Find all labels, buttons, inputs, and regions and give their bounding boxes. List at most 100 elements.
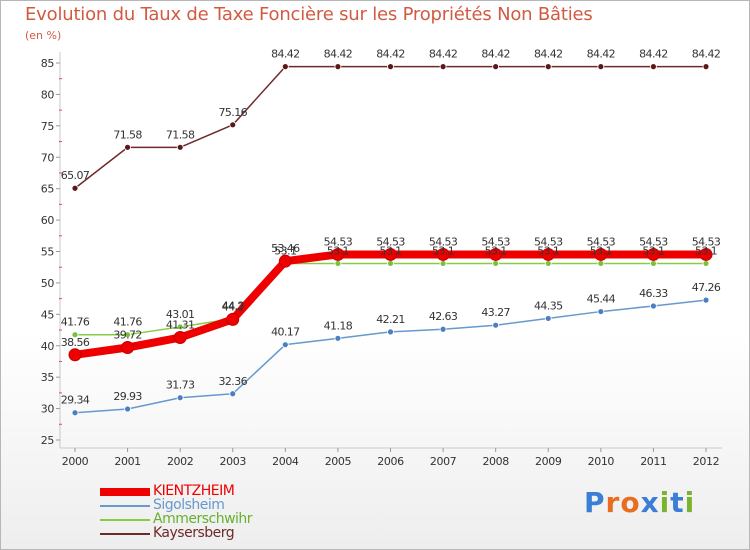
data-label-kaysersberg: 71.58 [113, 128, 142, 141]
data-label-ammerschwihr: 53.1 [485, 244, 507, 257]
logo-letter: r [605, 486, 621, 519]
data-point-kientzheim [226, 312, 240, 326]
data-point-kientzheim [594, 247, 608, 261]
data-point-ammerschwihr [492, 260, 500, 267]
data-label-kientzheim: 53.46 [271, 242, 300, 255]
data-point-kaysersberg [702, 63, 710, 71]
data-point-ammerschwihr [439, 260, 447, 267]
data-point-ammerschwihr [124, 331, 131, 339]
data-label-kaysersberg: 84.42 [692, 48, 721, 61]
y-tick-label: 60 [41, 214, 55, 227]
data-point-sigolsheim [387, 328, 394, 336]
y-tick-label: 70 [41, 151, 55, 164]
data-point-sigolsheim [281, 341, 289, 349]
data-label-kientzheim: 54.53 [587, 235, 616, 248]
data-label-sigolsheim: 32.36 [219, 375, 248, 388]
data-point-sigolsheim [71, 409, 79, 417]
data-label-kaysersberg: 75.16 [219, 106, 248, 119]
x-tick-label: 2006 [377, 455, 404, 468]
x-tick-label: 2004 [272, 455, 299, 468]
data-label-ammerschwihr: 53.1 [590, 244, 612, 257]
data-label-kientzheim: 41.31 [166, 319, 195, 332]
data-label-kientzheim: 54.53 [692, 235, 721, 248]
data-labels: 65.07 71.58 71.58 75.16 84.42 84.42 84.42 84.42… [61, 48, 722, 407]
data-point-kaysersberg [229, 121, 237, 129]
data-label-kaysersberg: 65.07 [61, 169, 90, 182]
legend-swatch-kaysersberg [100, 533, 150, 535]
data-point-sigolsheim [650, 302, 657, 310]
data-label-sigolsheim: 31.73 [166, 379, 195, 392]
data-label-sigolsheim: 46.33 [639, 287, 668, 300]
data-point-sigolsheim [229, 390, 237, 398]
data-label-ammerschwihr: 53.1 [379, 244, 401, 257]
data-label-kaysersberg: 84.42 [324, 48, 353, 61]
data-point-ammerschwihr [71, 331, 79, 339]
data-label-kientzheim: 54.53 [376, 235, 405, 248]
data-point-sigolsheim [492, 321, 500, 329]
x-tick-label: 2007 [430, 455, 457, 468]
data-label-sigolsheim: 45.44 [587, 293, 616, 306]
data-label-kientzheim: 44.2 [222, 300, 244, 313]
data-point-kientzheim [278, 254, 292, 268]
data-label-ammerschwihr: 44.3 [222, 300, 245, 313]
y-axis-unit-label: (en %) [25, 29, 62, 42]
data-point-ammerschwihr [597, 260, 605, 267]
y-tick-label: 85 [41, 57, 55, 70]
logo-letter: x [640, 486, 660, 519]
data-point-kientzheim [436, 247, 450, 261]
logo-letter: P [584, 486, 606, 519]
y-tick-label: 65 [41, 183, 55, 196]
data-label-kaysersberg: 84.42 [271, 48, 300, 61]
data-point-kientzheim [121, 341, 135, 355]
y-tick-label: 25 [41, 434, 55, 447]
data-label-kientzheim: 38.56 [61, 336, 90, 349]
data-label-sigolsheim: 42.21 [376, 313, 405, 326]
axes: 25 30 35 40 45 50 55 60 65 70 75 80 85 2000 2001 2002 20… [41, 52, 722, 468]
data-point-kaysersberg [544, 63, 552, 71]
x-tick-label: 2000 [62, 455, 89, 468]
data-label-kientzheim: 54.53 [639, 235, 668, 248]
y-tick-label: 55 [41, 246, 55, 259]
logo-letter: i [684, 486, 696, 519]
logo-letter: t [670, 486, 685, 519]
x-tick-label: 2012 [693, 455, 719, 468]
data-label-ammerschwihr: 43.01 [166, 308, 195, 321]
data-label-ammerschwihr: 53.1 [274, 244, 296, 257]
data-point-kaysersberg [439, 63, 447, 71]
data-point-kientzheim [541, 247, 555, 261]
data-point-ammerschwihr [650, 260, 657, 267]
data-point-kientzheim [384, 247, 397, 261]
data-point-kaysersberg [597, 63, 605, 71]
data-point-kientzheim [331, 247, 345, 261]
data-point-kientzheim [173, 331, 187, 345]
data-point-sigolsheim [597, 308, 605, 315]
legend-swatch-kientzheim [100, 488, 150, 496]
x-tick-label: 2003 [220, 455, 247, 468]
data-point-sigolsheim [176, 394, 184, 402]
data-point-kaysersberg [281, 63, 289, 71]
x-tick-label: 2001 [114, 455, 140, 468]
legend-label-ammerschwihr: Ammerschwihr [153, 511, 253, 527]
legend-label-kientzheim: KIENTZHEIM [153, 483, 235, 499]
data-label-ammerschwihr: 41.76 [113, 316, 142, 329]
y-tick-label: 80 [41, 88, 55, 101]
data-label-kaysersberg: 84.42 [534, 48, 563, 61]
data-label-sigolsheim: 43.27 [481, 306, 510, 319]
x-tick-label: 2009 [535, 455, 562, 468]
legend-label-kaysersberg: Kaysersberg [153, 525, 235, 541]
y-tick-label: 75 [41, 120, 55, 133]
data-label-ammerschwihr: 53.1 [695, 244, 717, 257]
legend-swatch-ammerschwihr [100, 519, 150, 521]
data-label-kaysersberg: 84.42 [481, 48, 510, 61]
data-label-kientzheim: 39.72 [113, 329, 142, 342]
data-point-ammerschwihr [544, 260, 552, 267]
y-tick-label: 45 [41, 308, 55, 321]
data-point-kaysersberg [650, 63, 657, 71]
legend-swatch-sigolsheim [100, 505, 150, 507]
data-point-kaysersberg [334, 63, 342, 71]
data-label-kientzheim: 54.53 [324, 235, 353, 248]
data-label-kaysersberg: 84.42 [429, 48, 458, 61]
data-label-sigolsheim: 41.18 [324, 319, 353, 332]
y-tick-label: 30 [41, 403, 55, 416]
